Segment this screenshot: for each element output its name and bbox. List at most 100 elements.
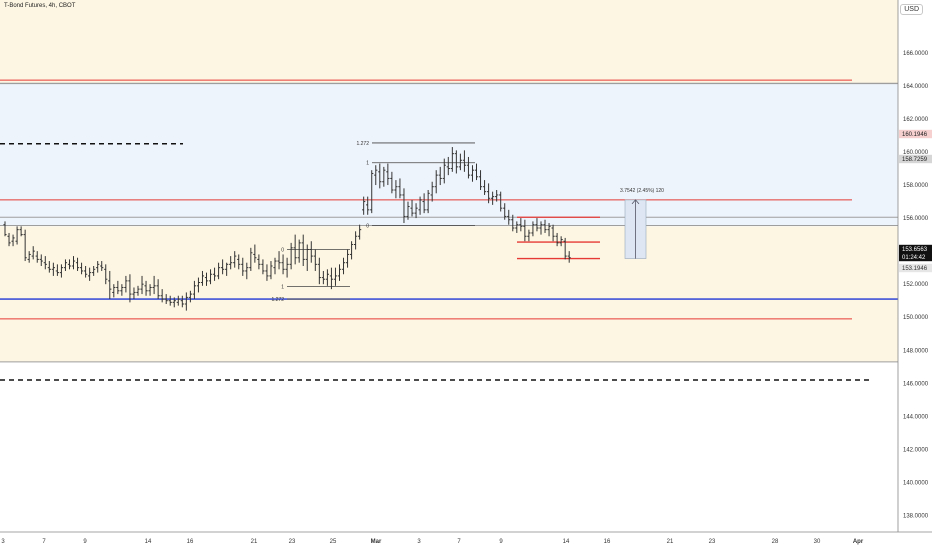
measure-label: 3.7542 (2.45%) 120: [620, 188, 664, 194]
y-tick-label: 142.0000: [903, 447, 929, 453]
ohlc-bar: [354, 231, 358, 250]
y-tick-label: 150.0000: [903, 315, 929, 321]
price-badge-label: 153.1946: [902, 266, 928, 272]
zone-lower-cream: [0, 226, 898, 362]
ohlc-bar: [430, 181, 434, 202]
ohlc-bar: [285, 257, 289, 278]
ohlc-bar: [261, 259, 265, 275]
ohlc-bar: [152, 275, 156, 295]
fib-label: 0: [281, 247, 284, 253]
ohlc-bar: [104, 264, 108, 285]
ohlc-bar: [289, 242, 293, 270]
ohlc-bar: [482, 180, 487, 195]
ohlc-bar: [63, 259, 68, 271]
y-tick-label: 144.0000: [903, 414, 929, 420]
ohlc-bar: [120, 284, 124, 296]
fib-label: 1: [366, 161, 369, 167]
ohlc-bar: [499, 191, 503, 212]
ohlc-bar: [200, 270, 205, 286]
x-tick-label: 21: [667, 539, 674, 545]
x-tick-label: 3: [1, 539, 5, 545]
ohlc-bar: [551, 224, 555, 242]
x-tick-label: 16: [604, 539, 611, 545]
x-tick-label: 28: [772, 539, 779, 545]
zone-blue-band: [0, 83, 898, 227]
ohlc-bar: [297, 239, 301, 263]
ohlc-bar: [418, 196, 422, 215]
ohlc-bar: [51, 262, 55, 276]
price-axis-bg[interactable]: [898, 0, 932, 550]
ohlc-bar: [188, 290, 192, 303]
ohlc-bar: [337, 264, 342, 281]
ohlc-bar: [116, 280, 120, 295]
ohlc-bar: [237, 254, 241, 270]
price-badge: [899, 129, 932, 139]
time-axis-bg[interactable]: [0, 532, 932, 550]
ohlc-bar: [196, 277, 201, 293]
y-tick-label: 148.0000: [903, 348, 929, 354]
ohlc-bar: [382, 166, 386, 187]
candles-layer: [3, 147, 571, 311]
x-tick-label: 3: [417, 539, 421, 545]
y-tick-label: 152.0000: [903, 282, 929, 288]
ohlc-bar: [422, 193, 426, 214]
ohlc-bar: [406, 201, 410, 220]
ohlc-bar: [402, 188, 406, 224]
ohlc-bar: [333, 267, 338, 286]
ohlc-bar: [309, 241, 313, 263]
ohlc-bar: [547, 223, 551, 237]
ohlc-bar: [273, 257, 277, 275]
ohlc-bar: [245, 262, 249, 280]
ohlc-bar: [212, 267, 217, 281]
ohlc-bar: [454, 150, 458, 174]
ohlc-bar: [470, 165, 475, 182]
ohlc-bar: [79, 262, 84, 275]
ohlc-bar: [19, 226, 23, 237]
ohlc-bar: [495, 190, 499, 202]
ohlc-bar: [329, 267, 334, 290]
ohlc-bar: [55, 264, 59, 276]
ohlc-bar: [269, 261, 273, 280]
ohlc-bar: [503, 203, 507, 220]
ohlc-bar: [317, 257, 321, 285]
ohlc-bar: [543, 219, 547, 233]
x-tick-label: 7: [457, 539, 461, 545]
ohlc-bar: [15, 226, 19, 245]
ohlc-bar: [140, 275, 144, 295]
ohlc-bar: [321, 270, 325, 285]
ohlc-bar: [466, 156, 471, 179]
ohlc-bar: [172, 297, 176, 308]
symbol-title[interactable]: T-Bond Futures, 4h, CBOT: [4, 3, 76, 9]
ohlc-bar: [366, 196, 370, 215]
ohlc-bar: [71, 256, 76, 270]
ohlc-bar: [293, 234, 297, 265]
ohlc-bar: [313, 249, 317, 271]
y-tick-label: 140.0000: [903, 480, 929, 486]
y-tick-label: 138.0000: [903, 513, 929, 519]
x-tick-label: 14: [563, 539, 570, 545]
ohlc-bar: [128, 274, 132, 303]
fib-label: 1.272: [356, 141, 369, 147]
ohlc-bar: [491, 191, 495, 205]
ohlc-bar: [112, 284, 116, 298]
price-badge-label: 158.7259: [902, 157, 928, 163]
currency-button[interactable]: USD: [900, 4, 923, 15]
ohlc-bar: [7, 232, 11, 247]
ohlc-bar: [305, 244, 309, 271]
ohlc-bar: [507, 209, 511, 225]
ohlc-bar: [241, 257, 245, 276]
ohlc-bar: [434, 170, 438, 194]
ohlc-bar: [398, 178, 402, 199]
price-badge-label: 153.6563: [902, 247, 928, 253]
ohlc-bar: [523, 219, 527, 242]
ohlc-bar: [184, 292, 188, 311]
price-badge: [899, 154, 932, 164]
ohlc-bar: [144, 280, 148, 296]
y-tick-label: 158.0000: [903, 183, 929, 189]
y-tick-label: 156.0000: [903, 216, 929, 222]
ohlc-bar: [23, 229, 27, 262]
ohlc-bar: [277, 251, 281, 270]
zone-layer: [0, 0, 898, 362]
ohlc-bar: [446, 156, 450, 176]
